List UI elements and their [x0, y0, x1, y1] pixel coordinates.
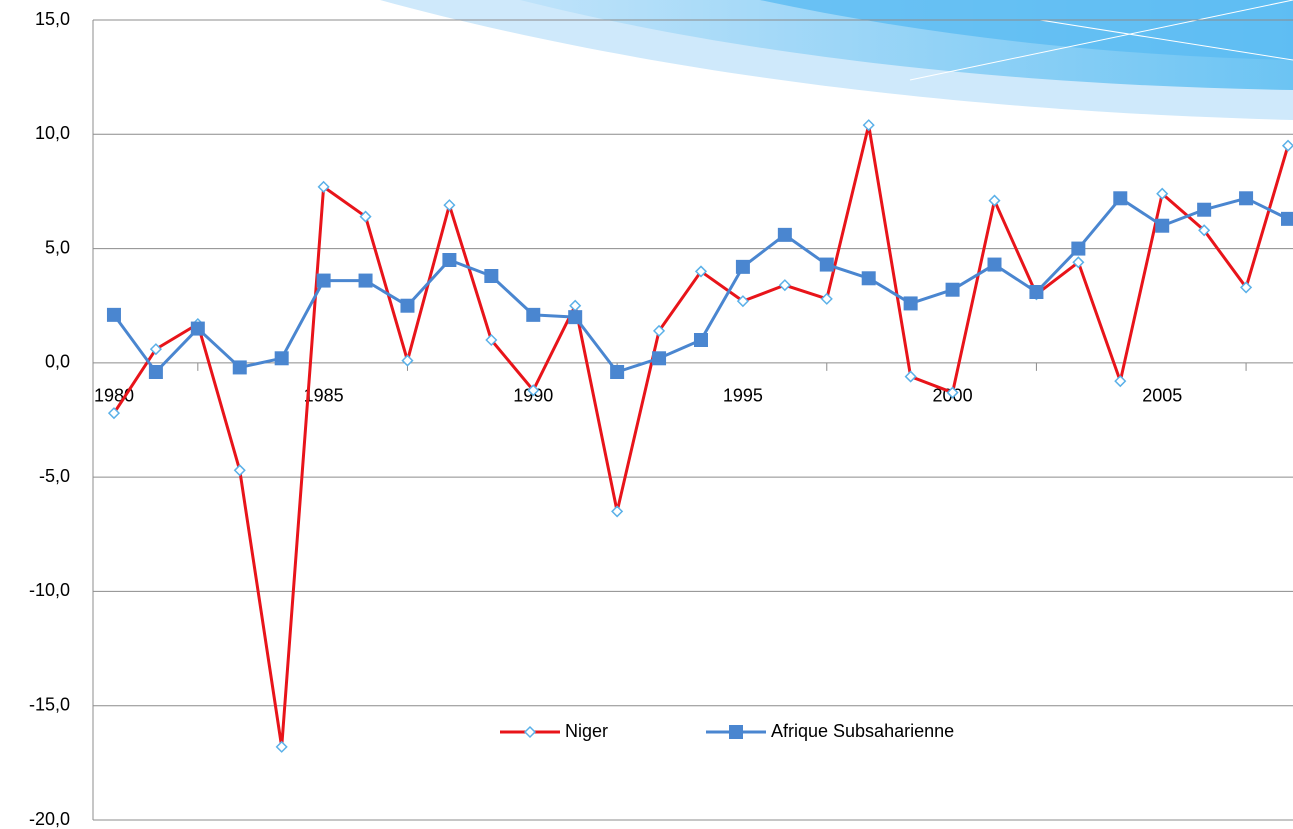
plot-area: [107, 120, 1293, 752]
marker: [484, 269, 498, 283]
marker: [946, 283, 960, 297]
marker: [820, 258, 834, 272]
marker: [1155, 219, 1169, 233]
marker: [526, 308, 540, 322]
marker: [233, 360, 247, 374]
marker: [862, 271, 876, 285]
series-line: [114, 125, 1288, 747]
marker: [277, 742, 287, 752]
y-tick-label: -5,0: [39, 466, 70, 486]
marker: [694, 333, 708, 347]
legend-label: Afrique Subsaharienne: [771, 721, 954, 741]
marker: [444, 200, 454, 210]
marker: [989, 196, 999, 206]
marker: [1115, 376, 1125, 386]
marker: [402, 356, 412, 366]
marker: [612, 506, 622, 516]
marker: [568, 310, 582, 324]
marker: [1281, 212, 1293, 226]
marker: [778, 228, 792, 242]
marker: [317, 274, 331, 288]
marker: [235, 465, 245, 475]
legend-marker: [525, 727, 535, 737]
marker: [610, 365, 624, 379]
marker: [1029, 285, 1043, 299]
marker: [1071, 242, 1085, 256]
marker: [736, 260, 750, 274]
x-tick-label: 1995: [723, 386, 763, 406]
legend-marker: [729, 725, 743, 739]
y-tick-label: -15,0: [29, 694, 70, 714]
x-tick-label: 2005: [1142, 386, 1182, 406]
marker: [359, 274, 373, 288]
page: {"chart_data": {"type": "line", "categor…: [0, 0, 1293, 829]
marker: [442, 253, 456, 267]
y-tick-label: 5,0: [45, 237, 70, 257]
chart: 15,010,05,00,0-5,0-10,0-15,0-20,01980198…: [0, 0, 1293, 829]
marker: [780, 280, 790, 290]
y-tick-label: 15,0: [35, 9, 70, 29]
marker: [191, 322, 205, 336]
y-tick-label: -20,0: [29, 809, 70, 829]
marker: [1113, 191, 1127, 205]
marker: [149, 365, 163, 379]
marker: [987, 258, 1001, 272]
marker: [1197, 203, 1211, 217]
y-tick-label: -10,0: [29, 580, 70, 600]
background-decoration: [380, 0, 1293, 120]
marker: [1283, 141, 1293, 151]
marker: [275, 351, 289, 365]
x-tick-label: 1980: [94, 386, 134, 406]
marker: [822, 294, 832, 304]
marker: [570, 301, 580, 311]
marker: [906, 372, 916, 382]
marker: [652, 351, 666, 365]
marker: [904, 296, 918, 310]
marker: [1239, 191, 1253, 205]
marker: [864, 120, 874, 130]
legend-label: Niger: [565, 721, 608, 741]
marker: [400, 299, 414, 313]
y-tick-label: 10,0: [35, 123, 70, 143]
marker: [107, 308, 121, 322]
y-tick-label: 0,0: [45, 352, 70, 372]
